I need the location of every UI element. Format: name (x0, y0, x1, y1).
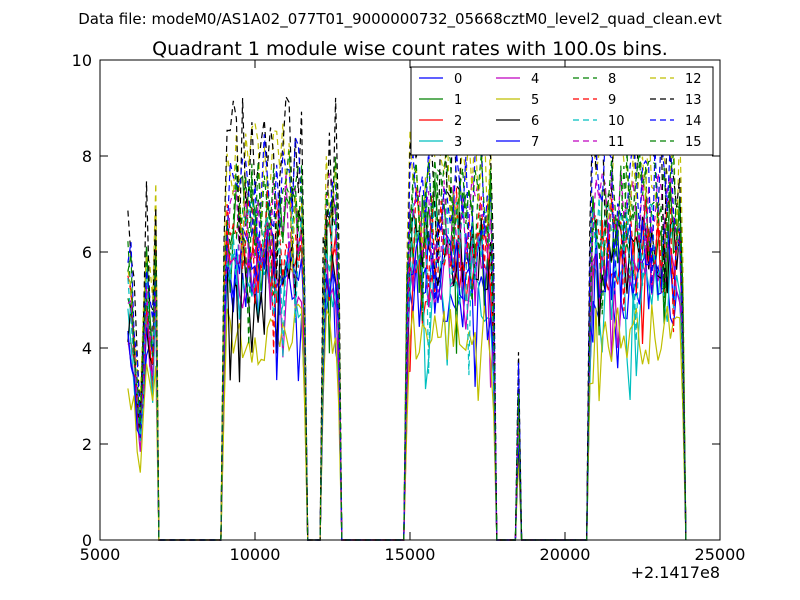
x-tick-label: 25000 (695, 545, 746, 564)
legend-label-11: 11 (608, 135, 625, 150)
y-tick-label: 2 (82, 435, 92, 454)
chart-title: Quadrant 1 module wise count rates with … (152, 38, 668, 60)
legend-label-1: 1 (454, 93, 462, 108)
legend-label-4: 4 (531, 72, 539, 87)
x-offset-label: +2.1417e8 (631, 563, 720, 582)
legend-label-14: 14 (685, 114, 702, 129)
legend-label-3: 3 (454, 135, 462, 150)
y-tick-label: 6 (82, 243, 92, 262)
legend-box (410, 66, 714, 156)
legend-label-8: 8 (608, 72, 616, 87)
legend-label-2: 2 (454, 114, 462, 129)
y-tick-label: 0 (82, 531, 92, 550)
legend-label-0: 0 (454, 72, 462, 87)
x-tick-label: 10000 (230, 545, 281, 564)
y-tick-label: 4 (82, 339, 92, 358)
legend-label-7: 7 (531, 135, 539, 150)
x-tick-label: 15000 (385, 545, 436, 564)
legend-label-9: 9 (608, 93, 616, 108)
x-tick-label: 5000 (80, 545, 121, 564)
legend-label-15: 15 (685, 135, 702, 150)
legend-label-5: 5 (531, 93, 539, 108)
legend-label-10: 10 (608, 114, 625, 129)
y-tick-label: 10 (72, 51, 92, 70)
plot-frame (99, 59, 721, 541)
legend-label-6: 6 (531, 114, 539, 129)
suptitle: Data file: modeM0/AS1A02_077T01_90000007… (78, 10, 722, 29)
x-tick-label: 20000 (540, 545, 591, 564)
y-tick-label: 8 (82, 147, 92, 166)
legend-label-12: 12 (685, 72, 702, 87)
legend-label-13: 13 (685, 93, 702, 108)
